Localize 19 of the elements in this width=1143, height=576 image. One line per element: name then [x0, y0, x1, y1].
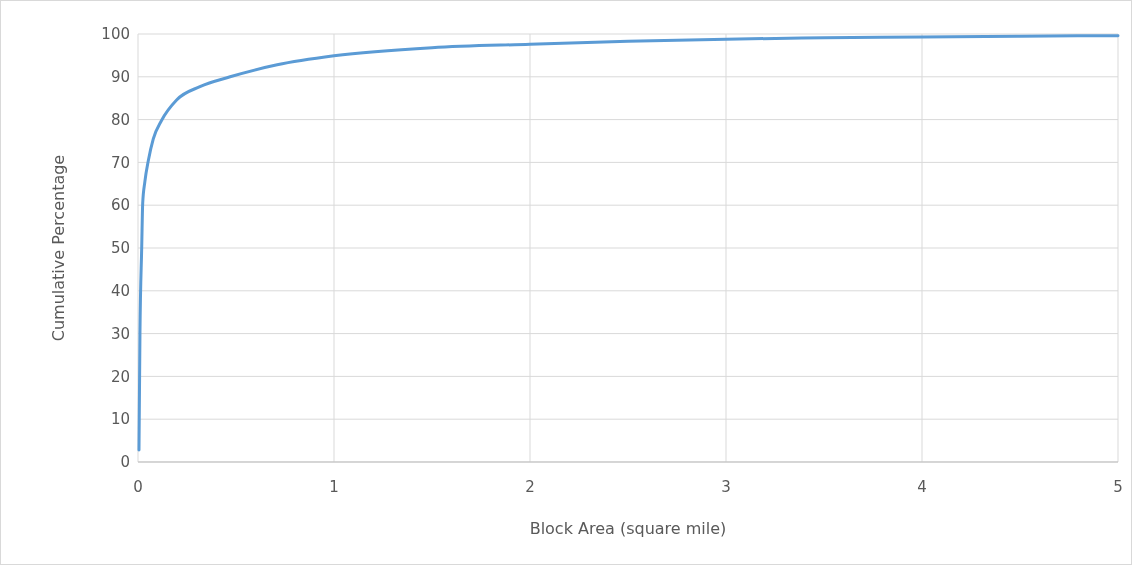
- y-tick-label: 90: [110, 68, 130, 87]
- y-tick-label: 40: [110, 282, 130, 301]
- y-tick-label: 30: [110, 324, 130, 343]
- y-tick-label: 70: [110, 153, 130, 172]
- y-tick-label: 60: [110, 196, 130, 215]
- y-tick-label: 10: [110, 410, 130, 429]
- x-tick-label: 3: [721, 478, 731, 496]
- y-axis-title: Cumulative Percentage: [49, 154, 68, 342]
- x-tick-label: 2: [525, 478, 535, 496]
- y-tick-label: 20: [110, 367, 130, 386]
- y-tick-label: 100: [101, 25, 130, 44]
- y-tick-label: 80: [110, 110, 130, 129]
- y-tick-label: 50: [110, 239, 130, 258]
- x-axis-title: Block Area (square mile): [529, 519, 727, 538]
- x-tick-label: 1: [329, 478, 339, 496]
- x-tick-label: 4: [917, 478, 927, 496]
- y-tick-label: 0: [120, 453, 130, 472]
- x-tick-label: 0: [133, 478, 143, 496]
- x-tick-label: 5: [1113, 478, 1123, 496]
